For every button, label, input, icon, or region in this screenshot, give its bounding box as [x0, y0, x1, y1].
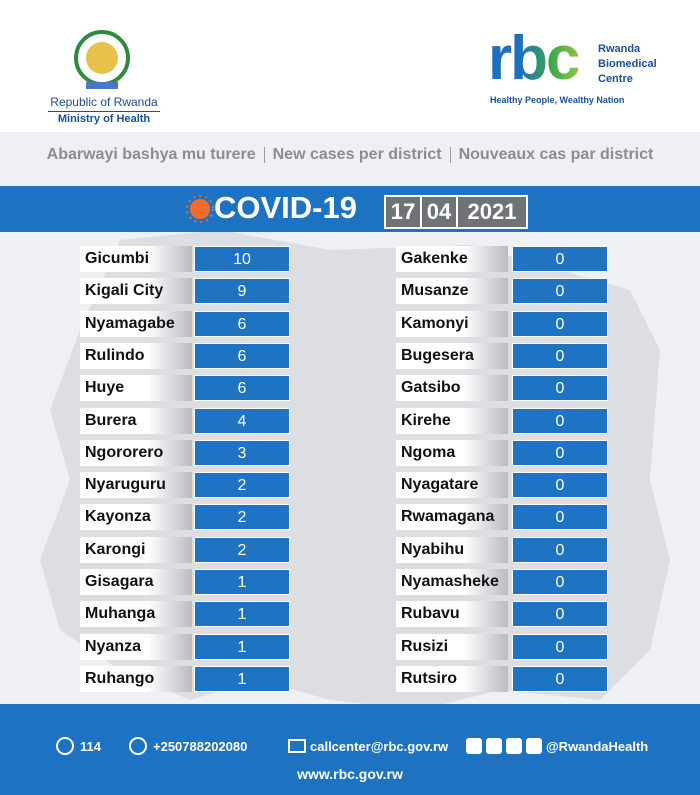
- case-count: 6: [194, 342, 290, 369]
- district-name: Gisagara: [80, 569, 192, 595]
- district-name: Ruhango: [80, 665, 192, 692]
- social: @RwandaHealth: [546, 739, 649, 754]
- district-name: Musanze: [396, 278, 508, 305]
- case-count: 3: [194, 439, 290, 466]
- district-name: Rutsiro: [396, 665, 508, 692]
- rbc-logo: rbc: [488, 24, 580, 93]
- district-name: Karongi: [80, 536, 192, 563]
- email: callcenter@rbc.gov.rw: [310, 739, 449, 754]
- district-name: Gicumbi: [80, 246, 192, 272]
- footer: 114 +250788202080 callcenter@rbc.gov.rw …: [0, 704, 700, 795]
- district-name: Burera: [80, 407, 192, 434]
- case-count: 0: [512, 246, 608, 272]
- mobile-icon: [129, 737, 147, 755]
- case-count: 2: [194, 504, 290, 531]
- separator: [263, 146, 265, 163]
- case-count: 0: [512, 375, 608, 402]
- phone-icon: [56, 737, 74, 755]
- rwanda-emblem: [74, 30, 130, 89]
- separator: [449, 146, 451, 163]
- district-name: Nyagatare: [396, 472, 508, 499]
- case-count: 1: [194, 569, 290, 595]
- case-count: 0: [512, 278, 608, 305]
- rbc-name-line: Biomedical: [598, 58, 657, 70]
- ministry-line: Republic of Rwanda: [50, 95, 158, 109]
- district-name: Gatsibo: [396, 375, 508, 402]
- district-name: Kigali City: [80, 278, 192, 305]
- case-count: 9: [194, 278, 290, 305]
- case-count: 0: [512, 472, 608, 499]
- district-name: Bugesera: [396, 342, 508, 369]
- subtitle: Abarwayi bashya mu turere New cases per d…: [0, 146, 700, 164]
- case-count: 4: [194, 407, 290, 434]
- district-name: Nyabihu: [396, 536, 508, 563]
- district-name: Rusizi: [396, 633, 508, 660]
- case-count: 1: [194, 601, 290, 628]
- district-name: Kirehe: [396, 407, 508, 434]
- case-count: 0: [512, 633, 608, 660]
- header: [0, 0, 700, 132]
- email-icon: [288, 739, 306, 753]
- case-count: 1: [194, 665, 290, 692]
- rbc-name: Rwanda Biomedical Centre: [598, 42, 657, 87]
- district-name: Nyamagabe: [80, 310, 192, 337]
- district-name: Rulindo: [80, 342, 192, 369]
- virus-icon: [186, 195, 214, 223]
- case-count: 1: [194, 633, 290, 660]
- date-day: 17: [384, 195, 422, 229]
- district-name: Rwamagana: [396, 504, 508, 531]
- case-count: 0: [512, 439, 608, 466]
- banner: [0, 186, 700, 232]
- ministry-line: Ministry of Health: [48, 111, 160, 125]
- social-icons: [466, 738, 542, 754]
- website: www.rbc.gov.rw: [297, 766, 403, 782]
- mobile: +250788202080: [153, 739, 248, 754]
- case-count: 0: [512, 536, 608, 563]
- case-count: 0: [512, 665, 608, 692]
- case-count: 10: [194, 246, 290, 272]
- case-count: 0: [512, 310, 608, 337]
- district-name: Muhanga: [80, 601, 192, 628]
- case-count: 2: [194, 536, 290, 563]
- district-name: Nyamasheke: [396, 569, 508, 595]
- district-name: Kayonza: [80, 504, 192, 531]
- subtitle-part: Nouveaux cas par district: [458, 146, 654, 163]
- date-year: 2021: [456, 195, 528, 229]
- district-name: Gakenke: [396, 246, 508, 272]
- district-name: Kamonyi: [396, 310, 508, 337]
- district-name: Huye: [80, 375, 192, 402]
- case-count: 0: [512, 504, 608, 531]
- rbc-name-line: Rwanda: [598, 43, 641, 55]
- subtitle-part: Abarwayi bashya mu turere: [46, 146, 256, 163]
- district-name: Ngororero: [80, 439, 192, 466]
- district-name: Ngoma: [396, 439, 508, 466]
- phone: 114: [80, 739, 101, 754]
- banner-title: COVID-19: [214, 190, 357, 225]
- date-month: 04: [420, 195, 458, 229]
- district-name: Nyanza: [80, 633, 192, 660]
- case-count: 0: [512, 601, 608, 628]
- case-count: 0: [512, 342, 608, 369]
- district-name: Rubavu: [396, 601, 508, 628]
- subtitle-part: New cases per district: [272, 146, 442, 163]
- rbc-name-line: Centre: [598, 73, 633, 85]
- case-count: 6: [194, 310, 290, 337]
- rbc-tagline: Healthy People, Wealthy Nation: [490, 95, 625, 105]
- case-count: 2: [194, 472, 290, 499]
- case-count: 0: [512, 569, 608, 595]
- case-count: 0: [512, 407, 608, 434]
- district-name: Nyaruguru: [80, 472, 192, 499]
- case-count: 6: [194, 375, 290, 402]
- ministry-block: Republic of Rwanda Ministry of Health: [48, 95, 160, 125]
